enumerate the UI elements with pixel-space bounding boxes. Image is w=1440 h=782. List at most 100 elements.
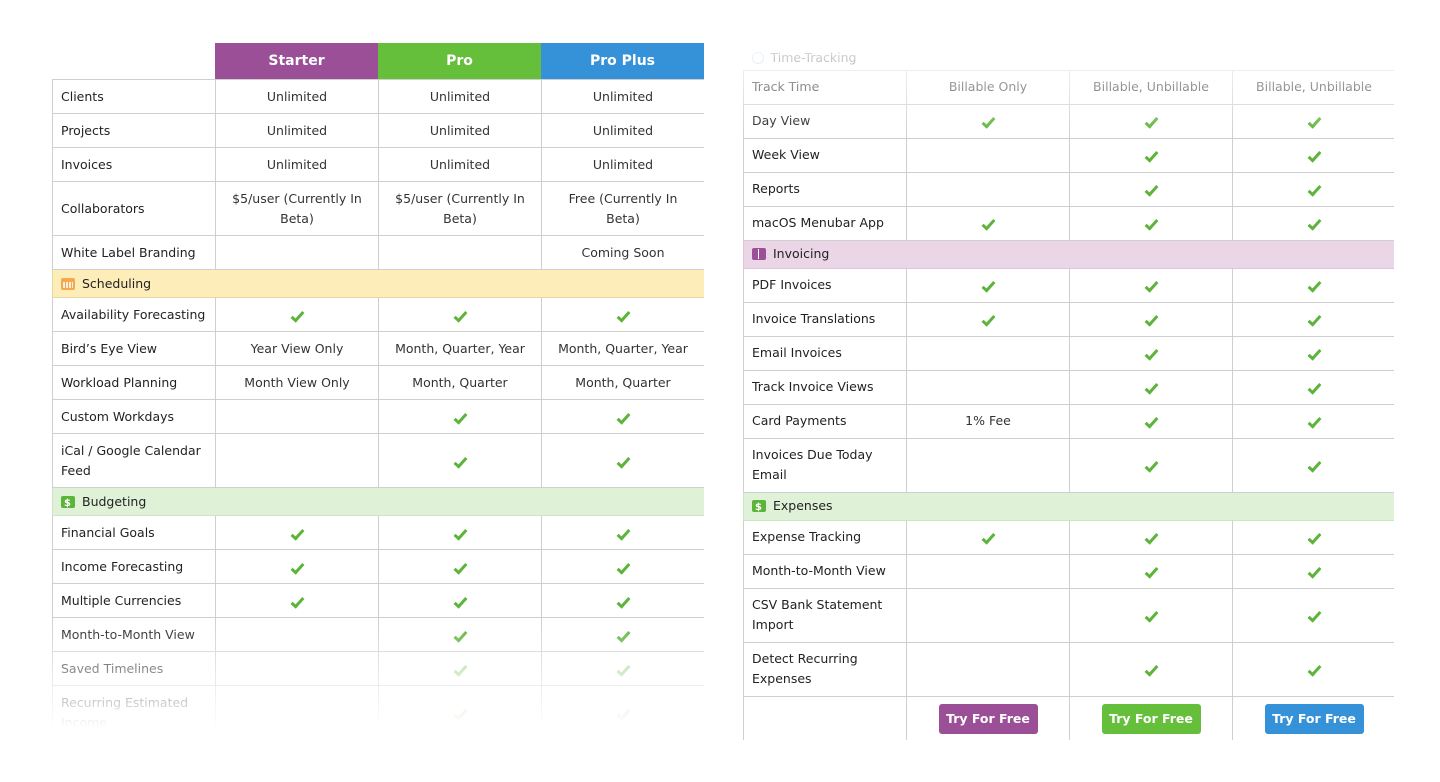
cell-pro: Billable, Unbillable [1069,69,1233,105]
feature-label: Projects [52,113,216,148]
checkmark-icon [616,705,630,721]
cell-pro [1069,403,1233,439]
feature-row-income-forecasting: Income Forecasting [52,549,704,584]
cell-pro-plus [1232,301,1394,337]
checkmark-icon [453,661,467,677]
feature-label: iCal / Google Calendar Feed [52,433,216,488]
money-icon [752,498,766,518]
cell-starter [215,515,379,550]
feature-label: PDF Invoices [743,267,907,303]
feature-row-clients: Clients Unlimited Unlimited Unlimited [52,79,704,114]
cell-pro-plus [1232,137,1394,173]
feature-row-invoices-due-today-email: Invoices Due Today Email [743,437,1394,493]
cell-pro [378,399,542,434]
cell-starter [215,549,379,584]
cell-starter [906,335,1070,371]
checkmark-icon [981,114,995,129]
feature-row-card-payments: Card Payments 1% Fee [743,403,1394,439]
cell-pro-plus: Unlimited [541,113,704,148]
feature-label: Collaborators [52,181,216,236]
checkmark-icon [1307,278,1321,293]
checkmark-icon [981,530,995,545]
feature-row-saved-timelines: Saved Timelines [52,651,704,686]
feature-label: Clients [52,79,216,114]
checkmark-icon [616,409,630,425]
checkmark-icon [453,453,467,469]
feature-row-detect-recurring-expenses: Detect Recurring Expenses [743,641,1394,697]
feature-row-day-view: Day View [743,103,1394,139]
cell-starter [215,433,379,488]
feature-label: Month-to-Month View [743,553,907,589]
cell-pro-plus [541,583,704,618]
checkmark-icon [1144,380,1158,395]
feature-label: White Label Branding [52,235,216,270]
cell-starter [906,369,1070,405]
cell-pro-plus: Coming Soon [541,235,704,270]
cell-starter: Unlimited [215,147,379,182]
cell-starter [906,301,1070,337]
cell-starter [906,137,1070,173]
cell-pro: $5/user (Currently In Beta) [378,181,542,236]
feature-label: Income Forecasting [52,549,216,584]
cell-pro-plus [1232,587,1394,643]
checkmark-icon [453,705,467,721]
section-header-expenses: Expenses [743,491,1394,521]
cell-pro-plus: Unlimited [541,79,704,114]
checkmark-icon [616,627,630,643]
feature-row-ical-google-calendar-feed: iCal / Google Calendar Feed [52,433,704,488]
cell-starter: $5/user (Currently In Beta) [215,181,379,236]
checkmark-icon [453,409,467,425]
cell-pro [1069,205,1233,241]
feature-label: Bird’s Eye View [52,331,216,366]
checkmark-icon [1307,114,1321,129]
cell-pro-plus [541,651,704,686]
feature-row-email-invoices: Email Invoices [743,335,1394,371]
checkmark-icon [290,559,304,575]
cell-pro-plus [1232,437,1394,493]
checkmark-icon [1307,216,1321,231]
feature-label: Invoices Due Today Email [743,437,907,493]
cell-pro: Month, Quarter, Year [378,331,542,366]
cell-pro-plus [1232,403,1394,439]
cta-row: Try For Free Try For Free Try For Free [743,695,1394,740]
cell-pro-plus [1232,369,1394,405]
feature-label: Workload Planning [52,365,216,400]
cell-starter [906,103,1070,139]
feature-label: Month-to-Month View [52,617,216,652]
cell-pro [378,235,542,270]
section-header-scheduling: Scheduling [52,269,704,298]
try-for-free-button-pro[interactable]: Try For Free [1101,704,1201,734]
checkmark-icon [1144,346,1158,361]
try-for-free-button-pro-plus[interactable]: Try For Free [1264,704,1364,734]
cell-pro-plus [1232,171,1394,207]
feature-row-projects: Projects Unlimited Unlimited Unlimited [52,113,704,148]
feature-row-reports: Reports [743,171,1394,207]
cell-pro-plus: Billable, Unbillable [1232,69,1394,105]
cell-pro [378,617,542,652]
try-for-free-button-starter[interactable]: Try For Free [938,704,1038,734]
feature-row-multiple-currencies: Multiple Currencies [52,583,704,618]
checkmark-icon [1144,148,1158,163]
feature-label: Custom Workdays [52,399,216,434]
plan-header-pro-plus: Pro Plus [541,43,704,79]
checkmark-icon [1307,530,1321,545]
cell-starter [215,651,379,686]
checkmark-icon [1144,414,1158,429]
feature-row-csv-bank-statement-import: CSV Bank Statement Import [743,587,1394,643]
checkmark-icon [453,559,467,575]
cell-starter: Month View Only [215,365,379,400]
cell-pro [1069,519,1233,555]
cell-pro-plus [541,297,704,332]
cell-pro [1069,641,1233,697]
clock-icon [751,51,764,64]
cell-pro-plus [1232,519,1394,555]
feature-row-custom-workdays: Custom Workdays [52,399,704,434]
feature-row-invoices: Invoices Unlimited Unlimited Unlimited [52,147,704,182]
cell-pro [378,515,542,550]
checkmark-icon [1144,530,1158,545]
checkmark-icon [616,593,630,609]
feature-row-macos-menubar-app: macOS Menubar App [743,205,1394,241]
cell-pro-plus [541,685,704,728]
section-title: Budgeting [82,493,147,509]
left-panel-clip: Starter Pro Pro Plus Clients Unlimited Unl… [52,43,704,728]
